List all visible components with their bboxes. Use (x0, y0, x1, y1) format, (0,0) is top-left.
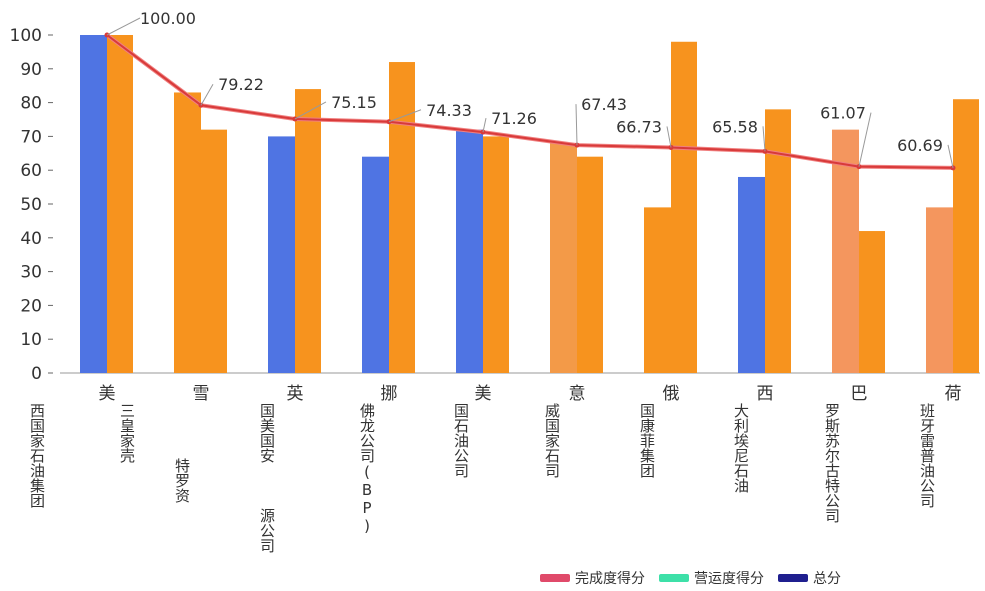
legend-item-operation[interactable]: 营运度得分 (659, 568, 764, 588)
bar-operation (671, 41, 697, 373)
y-tick-label: 90 (20, 60, 42, 80)
total-data-label: 79.22 (218, 75, 264, 94)
x-tick-label: 意 (569, 384, 586, 404)
x-label-fragment: 国康菲集团 (638, 403, 656, 478)
data-label-leader (106, 17, 141, 36)
bar-completion (174, 92, 201, 374)
x-label-fragment: 三皇家壳 (118, 403, 136, 463)
bar-operation (107, 35, 133, 373)
legend-swatch-completion (540, 574, 570, 582)
data-label-leader (200, 83, 214, 106)
y-tick-label: 0 (31, 364, 42, 384)
bar-completion (550, 143, 577, 373)
x-label-fragment: 特罗资 (173, 458, 191, 503)
data-label-leader (294, 101, 327, 120)
x-label-fragment: 班牙雷普油公司 (918, 403, 936, 508)
bar-completion (832, 129, 859, 373)
bar-operation (295, 89, 321, 373)
legend-swatch-total (778, 574, 808, 582)
x-tick-label: 英 (287, 384, 304, 404)
bar-operation (859, 231, 885, 373)
y-tick-label: 60 (20, 161, 42, 181)
total-data-label: 74.33 (426, 101, 472, 120)
y-tick-label: 80 (20, 94, 42, 114)
bar-operation (577, 156, 603, 373)
data-label-leader (858, 112, 872, 167)
total-data-label: 100.00 (140, 9, 196, 28)
x-tick-label: 挪 (381, 384, 398, 404)
x-label-fragment: 佛龙公司(BP) (358, 403, 376, 535)
legend-label-operation: 营运度得分 (694, 571, 764, 587)
legend-item-total[interactable]: 总分 (778, 568, 841, 588)
total-data-label: 60.69 (897, 136, 943, 155)
x-label-fragment: 西国家石油集团 (28, 403, 46, 508)
x-label-fragment: 威国家石司 (543, 403, 561, 478)
legend-swatch-operation (659, 574, 689, 582)
bar-operation (201, 129, 227, 373)
x-tick-label: 西 (757, 384, 774, 404)
y-tick-label: 50 (20, 195, 42, 215)
bar-completion (738, 176, 765, 373)
data-label-leader (388, 109, 422, 123)
total-data-label: 67.43 (581, 95, 627, 114)
data-label-leader (947, 144, 954, 168)
bar-completion (80, 35, 107, 373)
y-tick-label: 10 (20, 330, 42, 350)
x-tick-label: 荷 (945, 384, 962, 404)
total-line-halo (105, 33, 954, 170)
data-label-leader (575, 104, 578, 146)
x-tick-label: 雪 (193, 384, 210, 404)
legend-label-total: 总分 (813, 571, 841, 587)
y-tick-label: 100 (10, 26, 42, 46)
y-tick-label: 30 (20, 263, 42, 283)
legend-item-completion[interactable]: 完成度得分 (540, 568, 645, 588)
y-tick-label: 20 (20, 296, 42, 316)
x-tick-label: 巴 (851, 384, 868, 404)
data-label-leader (482, 118, 487, 133)
bar-completion (362, 156, 389, 373)
x-label-fragment: 大利埃尼石油 (732, 403, 750, 493)
x-label-fragment: 国石油公司 (452, 403, 470, 478)
bar-operation (483, 136, 509, 373)
chart-legend: 完成度得分 营运度得分 总分 (540, 568, 841, 588)
x-label-fragment: 源公司 (258, 508, 276, 553)
x-tick-label: 美 (475, 384, 492, 404)
x-label-fragment: 国美国安 (258, 403, 276, 463)
total-data-label: 65.58 (712, 117, 758, 136)
total-data-label: 61.07 (820, 104, 866, 123)
total-data-label: 66.73 (616, 117, 662, 136)
bar-completion (926, 207, 953, 373)
y-tick-label: 40 (20, 229, 42, 249)
data-label-leader (666, 126, 672, 148)
bar-completion (456, 129, 483, 373)
legend-label-completion: 完成度得分 (575, 571, 645, 587)
bar-operation (953, 99, 979, 373)
total-data-label: 75.15 (331, 93, 377, 112)
bar-completion (268, 136, 295, 373)
data-label-leader (762, 126, 766, 152)
bar-completion (644, 207, 671, 373)
x-tick-label: 俄 (663, 384, 680, 404)
x-tick-label: 美 (99, 384, 116, 404)
total-data-label: 71.26 (491, 109, 537, 128)
total-line (106, 34, 954, 169)
x-label-fragment: 罗斯苏尔古特公司 (823, 403, 841, 523)
bar-operation (389, 62, 415, 373)
y-tick-label: 70 (20, 127, 42, 147)
bar-operation (765, 109, 791, 374)
